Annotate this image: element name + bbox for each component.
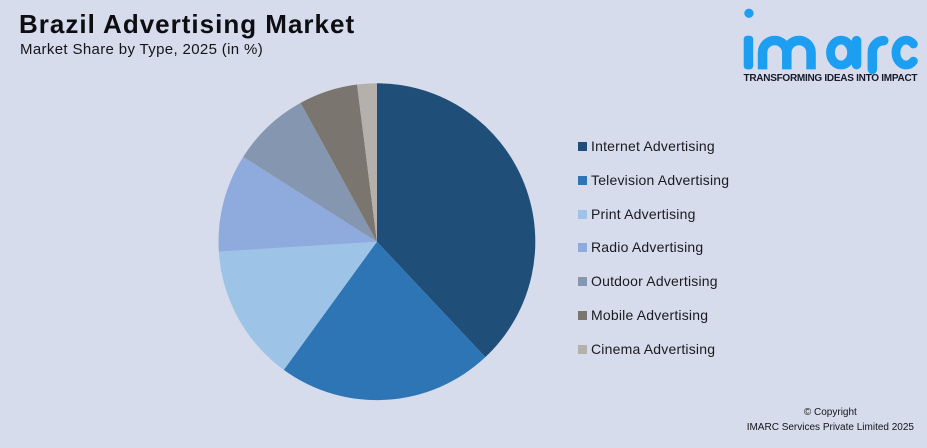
svg-text:TRANSFORMING IDEAS INTO IMPACT: TRANSFORMING IDEAS INTO IMPACT <box>744 73 918 84</box>
